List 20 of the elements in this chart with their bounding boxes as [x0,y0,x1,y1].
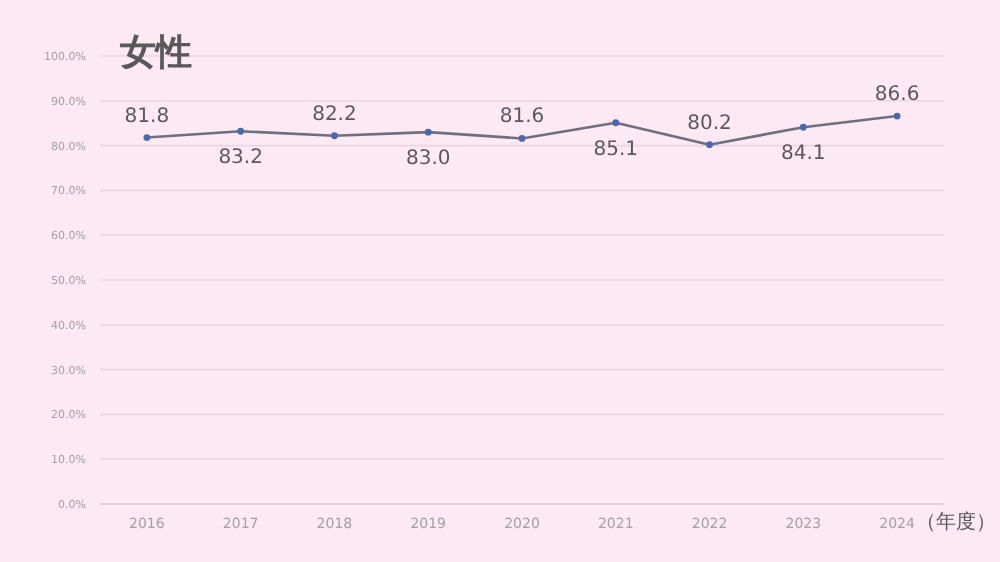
data-label: 85.1 [593,138,639,161]
point [612,119,620,127]
point [237,127,245,135]
point [799,123,807,131]
x-axis-title: （年度） [916,510,996,534]
data-label: 86.6 [874,84,920,107]
data-label: 81.8 [124,105,170,128]
point [331,132,338,140]
point [424,128,432,136]
data-label: 80.2 [687,112,732,135]
data-label: 83.2 [218,147,263,170]
point [518,135,526,142]
chart-title: 女性 [118,32,192,74]
data-label: 84.1 [781,143,826,166]
point [893,112,901,120]
point [706,141,713,149]
data-label: 82.2 [312,103,357,126]
data-label: 83.0 [405,148,451,171]
point [143,134,151,141]
data-label: 81.6 [499,106,545,129]
